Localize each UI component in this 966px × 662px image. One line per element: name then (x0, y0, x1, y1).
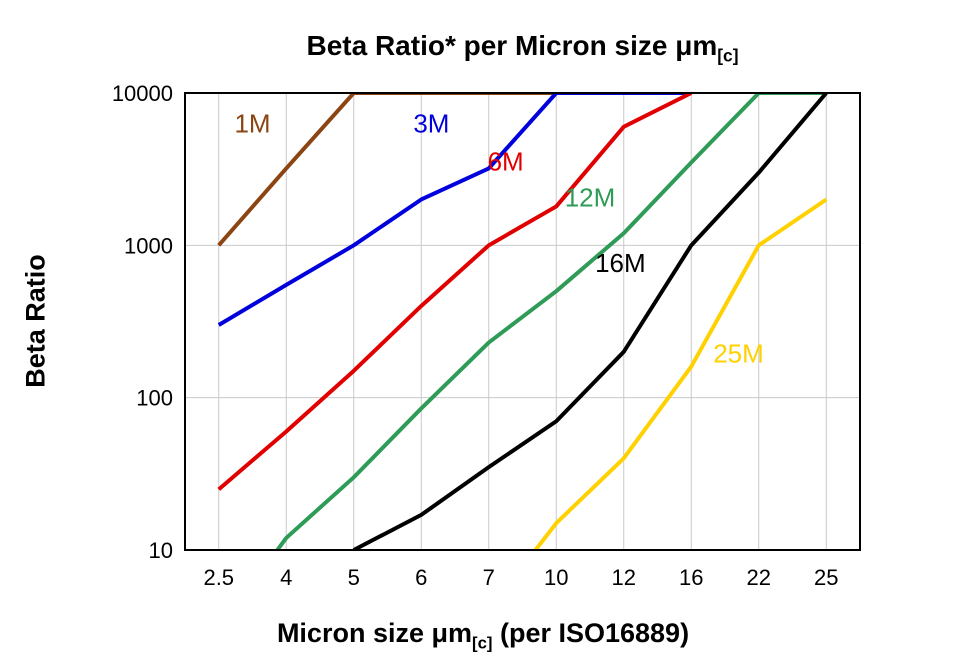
x-tick-label: 25 (814, 565, 838, 590)
series-line-6M (217, 93, 693, 491)
x-tick-label: 12 (612, 565, 636, 590)
x-tick-label: 6 (415, 565, 427, 590)
x-tick-label: 16 (679, 565, 703, 590)
series-label-3M: 3M (413, 109, 449, 139)
y-tick-label: 10 (149, 538, 173, 563)
series-line-25M (533, 197, 828, 550)
x-tick-label: 5 (348, 565, 360, 590)
x-tick-label: 7 (483, 565, 495, 590)
chart-title: Beta Ratio* per Micron size μm[c] (185, 30, 860, 67)
series-label-1M: 1M (234, 109, 270, 139)
x-tick-label: 22 (747, 565, 771, 590)
x-axis-title: Micron size μm[c] (per ISO16889) (0, 618, 966, 653)
series-line-12M (274, 93, 827, 550)
y-axis-title: Beta Ratio (20, 254, 51, 388)
x-axis-title-suffix: (per ISO16889) (492, 618, 690, 648)
x-axis-title-text: Micron size (276, 618, 432, 648)
x-tick-label: 4 (280, 565, 292, 590)
y-tick-label: 100 (136, 386, 173, 411)
series-label-25M: 25M (713, 339, 764, 369)
y-tick-label: 10000 (112, 81, 173, 106)
x-tick-label: 10 (544, 565, 568, 590)
series-group (217, 93, 828, 550)
series-line-3M (217, 93, 692, 327)
plot-border (184, 92, 861, 551)
y-tick-label: 1000 (124, 233, 173, 258)
chart-title-text: Beta Ratio* per Micron size (306, 30, 676, 61)
series-label-12M: 12M (565, 182, 616, 212)
x-axis-title-unit: μm (431, 618, 473, 648)
chart-title-unit: μm (675, 30, 718, 61)
x-tick-label: 2.5 (203, 565, 234, 590)
x-axis-title-unit-subscript: [c] (472, 633, 493, 653)
series-label-6M: 6M (488, 146, 524, 176)
series-label-16M: 16M (595, 248, 646, 278)
series-line-16M (352, 93, 828, 550)
chart-title-unit-subscript: [c] (717, 45, 739, 66)
series-line-1M (217, 93, 557, 247)
